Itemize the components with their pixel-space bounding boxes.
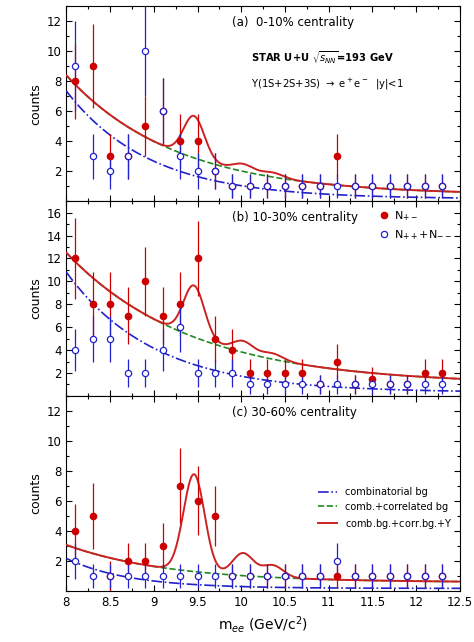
Text: $\Upsilon$(1S+2S+3S) $\rightarrow$ e$^+$e$^-$  |y|<1: $\Upsilon$(1S+2S+3S) $\rightarrow$ e$^+$… [251,76,404,92]
Y-axis label: counts: counts [29,473,42,514]
Text: (a)  0-10% centrality: (a) 0-10% centrality [232,16,354,29]
Legend: combinatorial bg, comb.+correlated bg, comb.bg.+corr.bg.+$\Upsilon$: combinatorial bg, comb.+correlated bg, c… [314,483,457,535]
Legend: N$_{+-}$, N$_{++}$+N$_{--}$: N$_{+-}$, N$_{++}$+N$_{--}$ [375,205,456,247]
Text: (b) 10-30% centrality: (b) 10-30% centrality [232,211,357,224]
Y-axis label: counts: counts [29,83,42,125]
Y-axis label: counts: counts [29,277,42,320]
Text: STAR U+U $\sqrt{s_{NN}}$=193 GeV: STAR U+U $\sqrt{s_{NN}}$=193 GeV [251,49,394,65]
Text: (c) 30-60% centrality: (c) 30-60% centrality [232,406,356,419]
X-axis label: m$_{ee}$ (GeV/c$^{2}$): m$_{ee}$ (GeV/c$^{2}$) [218,614,308,635]
